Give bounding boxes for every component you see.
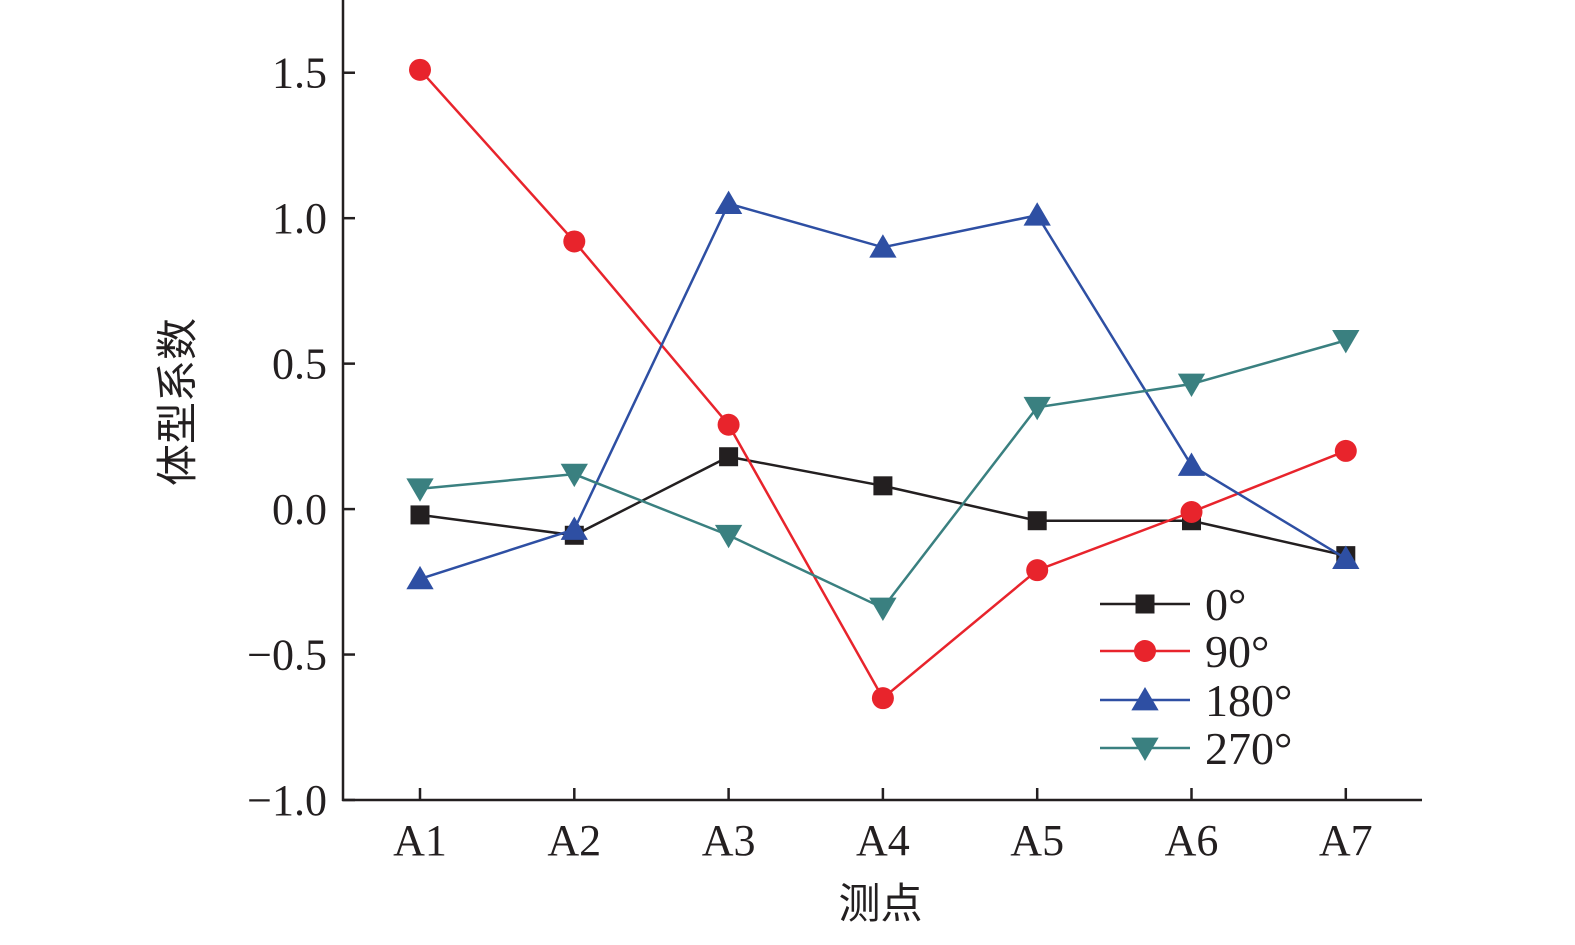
series-3 xyxy=(406,329,1360,621)
series-point xyxy=(410,505,430,525)
y-tick-label: 1.5 xyxy=(272,49,327,98)
series-point xyxy=(1180,501,1203,523)
legend-marker xyxy=(1131,737,1159,761)
y-axis-title: 体型系数 xyxy=(153,318,202,486)
legend: 0°90°180°270° xyxy=(1100,579,1292,774)
legend-item: 0° xyxy=(1100,579,1246,630)
x-tick-label: A1 xyxy=(393,816,447,865)
legend-marker xyxy=(1135,594,1155,614)
x-tick-label: A7 xyxy=(1319,816,1373,865)
series-point xyxy=(714,190,743,215)
series-point xyxy=(719,447,739,467)
series-point xyxy=(406,478,434,502)
series-point xyxy=(409,58,431,81)
legend-marker xyxy=(1131,687,1159,711)
x-tick-label: A5 xyxy=(1010,816,1064,865)
series-0 xyxy=(410,447,1356,566)
series-2 xyxy=(406,190,1360,590)
legend-label: 0° xyxy=(1205,579,1246,630)
series-point xyxy=(869,597,897,621)
series-point xyxy=(1023,202,1051,226)
series-point xyxy=(869,234,897,258)
series-point xyxy=(1027,511,1047,531)
y-tick-label: 1.0 xyxy=(272,194,327,243)
legend-item: 180° xyxy=(1100,675,1292,726)
legend-label: 90° xyxy=(1205,626,1269,677)
y-tick-label: −0.5 xyxy=(247,631,327,680)
series-1 xyxy=(409,58,1357,710)
legend-item: 270° xyxy=(1100,723,1292,774)
series-point xyxy=(871,687,894,710)
x-axis-title: 测点 xyxy=(838,879,922,928)
series-point xyxy=(1026,559,1049,582)
series-point xyxy=(1177,452,1206,476)
legend-marker xyxy=(1134,640,1156,662)
series-point xyxy=(563,230,586,253)
axes: −1.0 −0.5 0.0 0.5 1.0 1.5 A1 A2 A3 A4 A5 A6 A7 xyxy=(247,0,1422,865)
series-layer xyxy=(406,58,1360,710)
series-point xyxy=(1332,329,1360,354)
series-point xyxy=(406,565,434,590)
y-tick-label: −1.0 xyxy=(247,776,327,825)
series-point xyxy=(560,463,588,488)
series-point xyxy=(1023,396,1051,421)
legend-item: 90° xyxy=(1100,626,1269,677)
series-point xyxy=(1334,439,1357,462)
y-tick-label: 0.0 xyxy=(272,485,327,534)
y-tick-label: 0.5 xyxy=(272,340,327,389)
series-point xyxy=(714,524,743,549)
series-line xyxy=(419,202,1347,581)
x-tick-label: A6 xyxy=(1165,816,1219,865)
legend-label: 180° xyxy=(1205,675,1292,726)
x-tick-label: A2 xyxy=(547,816,601,865)
series-point xyxy=(873,476,893,496)
series-point xyxy=(1177,373,1206,397)
series-point xyxy=(560,516,588,540)
legend-label: 270° xyxy=(1205,723,1292,774)
x-tick-label: A3 xyxy=(702,816,756,865)
series-point xyxy=(717,413,740,436)
series-point xyxy=(1332,545,1360,569)
x-tick-label: A4 xyxy=(856,816,910,865)
